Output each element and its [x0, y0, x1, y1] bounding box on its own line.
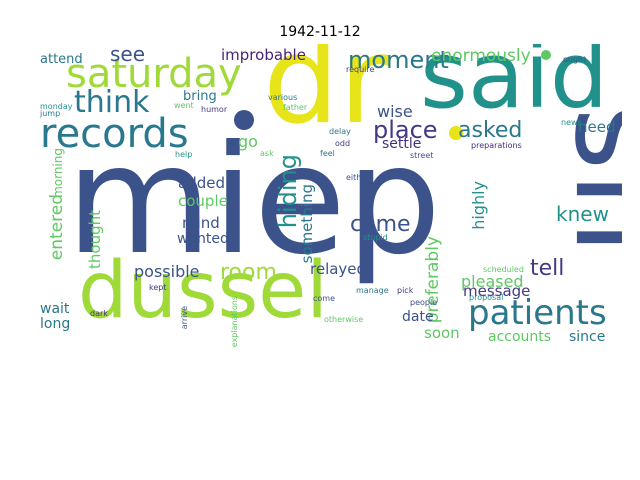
word-long: long [40, 316, 71, 332]
word-wait: wait [40, 301, 70, 317]
decorative-dot [234, 110, 254, 130]
word-moment: moment [348, 46, 449, 74]
word-room: room [220, 260, 277, 285]
word-go: go [238, 132, 258, 151]
word-scheduled: scheduled [483, 265, 524, 274]
word-humor: humor [201, 105, 228, 114]
decorative-dot [541, 50, 551, 60]
word-pleased: pleased [461, 272, 524, 291]
word-improbable: improbable [221, 46, 306, 64]
word-require: require [346, 65, 375, 74]
word-wise: wise [377, 102, 413, 121]
word-delay: delay [329, 127, 351, 136]
word-feel: feel [320, 149, 335, 158]
decorative-dot [449, 126, 463, 140]
word-dussel: dussel [78, 246, 328, 336]
word-message: message [463, 282, 531, 300]
word-enormously: enormously [431, 46, 531, 66]
word-bring: bring [183, 89, 217, 104]
word-jump: jump [40, 109, 61, 118]
word-help: help [175, 150, 193, 159]
word-something: something [298, 184, 316, 264]
word-mind: mind [182, 214, 220, 232]
word-preparations: preparations [471, 141, 522, 150]
word-arrive: arrive [180, 306, 189, 330]
word-people: people [410, 298, 438, 307]
word-pick: pick [397, 286, 414, 295]
word-kept: kept [149, 283, 167, 292]
word-entered: entered [47, 194, 67, 261]
word-settle: settle [382, 136, 422, 152]
word-accounts: accounts [488, 329, 552, 345]
word-street: street [410, 151, 434, 160]
word-asked: asked [458, 118, 523, 143]
word-soon: soon [424, 324, 460, 342]
word-highly: highly [469, 181, 488, 230]
word-monday: monday [40, 102, 73, 111]
word-odd: odd [335, 139, 351, 148]
word-dr: dr [263, 44, 389, 151]
word-come: come [313, 294, 336, 303]
word-couple: couple [178, 192, 228, 210]
word-thought: thought [86, 210, 104, 269]
word-hiding: hiding [274, 154, 302, 229]
word-either: either [346, 173, 370, 182]
word-need: need [578, 118, 616, 136]
word-knew: knew [556, 202, 609, 226]
word-stupid: stupid [363, 233, 388, 242]
word-attend: attend [40, 52, 83, 67]
word-father: father [283, 103, 308, 112]
word-explanations: explanations [230, 296, 239, 348]
word-manage: manage [356, 286, 389, 295]
word-news: news [561, 118, 582, 127]
word-said: said [420, 44, 609, 129]
word-see: see [110, 44, 146, 66]
word-went: went [174, 101, 194, 110]
word-date: date [402, 309, 434, 325]
word-added: added [178, 174, 225, 192]
word-came: came [350, 212, 411, 237]
word-ought: ought [563, 55, 587, 64]
word-patients: patients [468, 293, 607, 333]
word-otherwise: otherwise [324, 315, 364, 324]
word-dark: dark [90, 309, 108, 318]
word-cloud: miep us dr said dussel saturday records patient… [38, 44, 622, 356]
word-records: records [40, 111, 189, 157]
word-morning: morning [51, 148, 65, 198]
word-since: since [569, 329, 606, 345]
word-place: place [373, 116, 438, 144]
word-tell: tell [530, 256, 565, 281]
word-various: various [268, 93, 298, 102]
word-saturday: saturday [66, 51, 242, 97]
word-possible: possible [134, 262, 200, 281]
word-ask: ask [260, 149, 274, 158]
chart-title: 1942-11-12 [279, 24, 361, 40]
word-wanted: wanted [177, 231, 229, 247]
word-relayed: relayed [310, 260, 367, 278]
word-proposal: proposal [469, 293, 504, 302]
word-think: think [74, 85, 150, 120]
word-miep: miep [66, 114, 442, 288]
